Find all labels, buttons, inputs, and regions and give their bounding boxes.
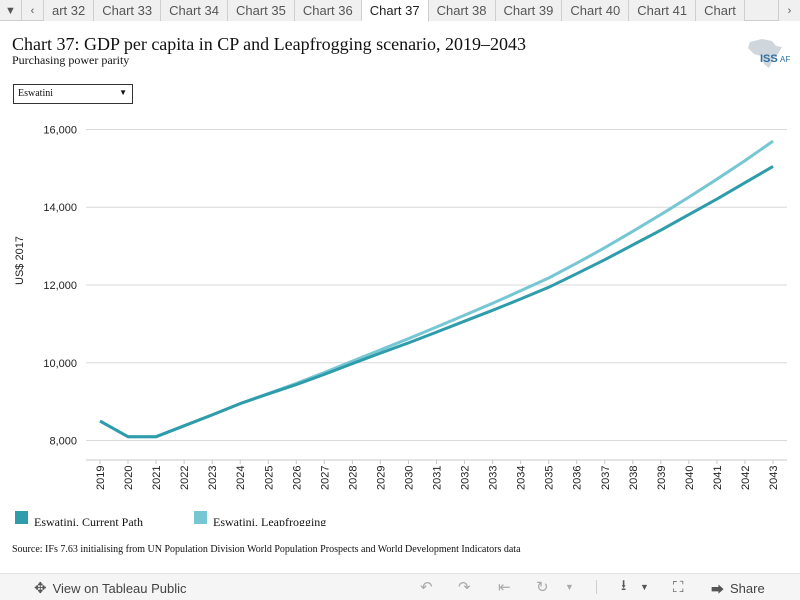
tab-scroll-right[interactable]: › [778,0,800,21]
tab-chart-36[interactable]: Chart 36 [294,0,362,21]
country-dropdown-value: Eswatini [18,88,53,99]
x-tick-label: 2022 [179,466,191,490]
revert-icon[interactable]: ⇤ [498,579,511,596]
series-line-leapfrogging[interactable] [99,139,774,439]
legend-item-current-path[interactable]: Eswatini, Current Path [15,510,143,526]
tab-chart-42[interactable]: Chart [696,0,745,21]
toolbar-divider [596,580,597,594]
x-tick-label: 2024 [235,466,247,490]
tab-chart-32[interactable]: art 32 [44,0,95,21]
x-tick-label: 2036 [572,466,584,490]
share-label: Share [730,581,765,596]
x-tick-label: 2025 [263,466,275,490]
x-tick-label: 2043 [768,466,780,490]
tab-chart-38[interactable]: Chart 38 [428,0,496,21]
x-tick-label: 2020 [123,466,135,490]
africa-map-icon: ISS AF [748,39,790,68]
tab-list: art 32 Chart 33 Chart 34 Chart 35 Chart 36 Ch… [44,0,745,22]
x-tick-label: 2041 [712,466,724,490]
y-tick-label: 14,000 [43,202,77,214]
y-tick-label: 16,000 [43,124,77,136]
x-tick-label: 2039 [656,466,668,490]
tab-chart-39[interactable]: Chart 39 [495,0,563,21]
tab-chart-41[interactable]: Chart 41 [629,0,697,21]
view-on-tableau-link[interactable]: ✥ View on Tableau Public [34,579,187,597]
legend-swatch [194,511,207,524]
legend-label: Eswatini, Leapfrogging [213,515,327,526]
legend-label: Eswatini, Current Path [34,515,143,526]
x-tick-label: 2030 [403,466,415,490]
chevron-right-icon: › [787,4,792,17]
share-icon: ⮕ [711,582,725,597]
x-tick-label: 2033 [488,466,500,490]
legend-swatch [15,511,28,524]
logo-suffix: AF [780,55,790,64]
x-tick-label: 2026 [291,466,303,490]
caret-down-icon: ▼ [119,88,127,97]
tab-menu-dropdown[interactable]: ▼ [0,0,22,21]
tab-bar: ▼ ‹ art 32 Chart 33 Chart 34 Chart 35 Chart … [0,0,800,22]
undo-icon[interactable]: ↶ [420,579,433,596]
x-tick-label: 2040 [684,466,696,490]
x-tick-label: 2027 [319,466,331,490]
chevron-down-icon[interactable]: ▼ [565,582,574,592]
x-tick-label: 2037 [600,466,612,490]
x-axis-ticks: 2019 2020 2021 2022 2023 2024 2025 2026 2027 2028… [95,460,780,490]
x-tick-label: 2035 [544,466,556,490]
y-tick-label: 10,000 [43,358,77,370]
refresh-icon[interactable]: ↻ [536,579,549,596]
y-tick-label: 8,000 [49,436,77,448]
chart-title: Chart 37: GDP per capita in CP and Leapf… [12,34,527,54]
y-axis-label: US$ 2017 [14,236,26,285]
tableau-toolbar: ✥ View on Tableau Public ↶ ↷ ⇤ ↻ ▼ ⭳ ▼ ⛶… [0,573,800,600]
x-tick-label: 2031 [432,466,444,490]
x-tick-label: 2028 [347,466,359,490]
view-on-tableau-label: View on Tableau Public [52,580,187,596]
source-note: Source: IFs 7.63 initialising from UN Po… [12,544,521,555]
tab-chart-33[interactable]: Chart 33 [94,0,162,21]
series-lines [99,139,774,439]
tab-chart-34[interactable]: Chart 34 [161,0,228,21]
tab-scroll-left[interactable]: ‹ [22,0,44,21]
x-tick-label: 2023 [207,466,219,490]
x-tick-label: 2034 [516,466,528,490]
gridlines [86,128,787,461]
y-axis-ticks: 8,000 10,000 12,000 14,000 16,000 [43,124,77,447]
iss-africa-logo: ISS AF [742,36,792,70]
tab-chart-40[interactable]: Chart 40 [562,0,630,21]
redo-icon[interactable]: ↷ [458,579,471,596]
x-tick-label: 2042 [740,466,752,490]
fullscreen-icon[interactable]: ⛶ [673,578,684,596]
logo-text: ISS [760,53,778,65]
share-button[interactable]: ⮕ Share [711,579,765,598]
y-tick-label: 12,000 [43,280,77,292]
x-tick-label: 2038 [628,466,640,490]
caret-down-icon: ▼ [5,4,16,17]
series-line-current-path[interactable] [99,165,774,439]
x-tick-label: 2029 [375,466,387,490]
tableau-logo-icon: ✥ [34,580,47,597]
x-tick-label: 2021 [151,466,163,490]
tab-chart-35[interactable]: Chart 35 [228,0,295,21]
x-tick-label: 2019 [95,466,107,490]
chevron-down-icon[interactable]: ▼ [640,582,649,592]
tab-chart-37[interactable]: Chart 37 [361,0,429,22]
legend-item-leapfrogging[interactable]: Eswatini, Leapfrogging [194,510,326,526]
chevron-left-icon: ‹ [30,4,35,17]
download-icon[interactable]: ⭳ [621,576,627,594]
chart-subtitle: Purchasing power parity [12,53,130,67]
country-dropdown[interactable]: Eswatini ▼ [13,84,133,104]
x-tick-label: 2032 [460,466,472,490]
